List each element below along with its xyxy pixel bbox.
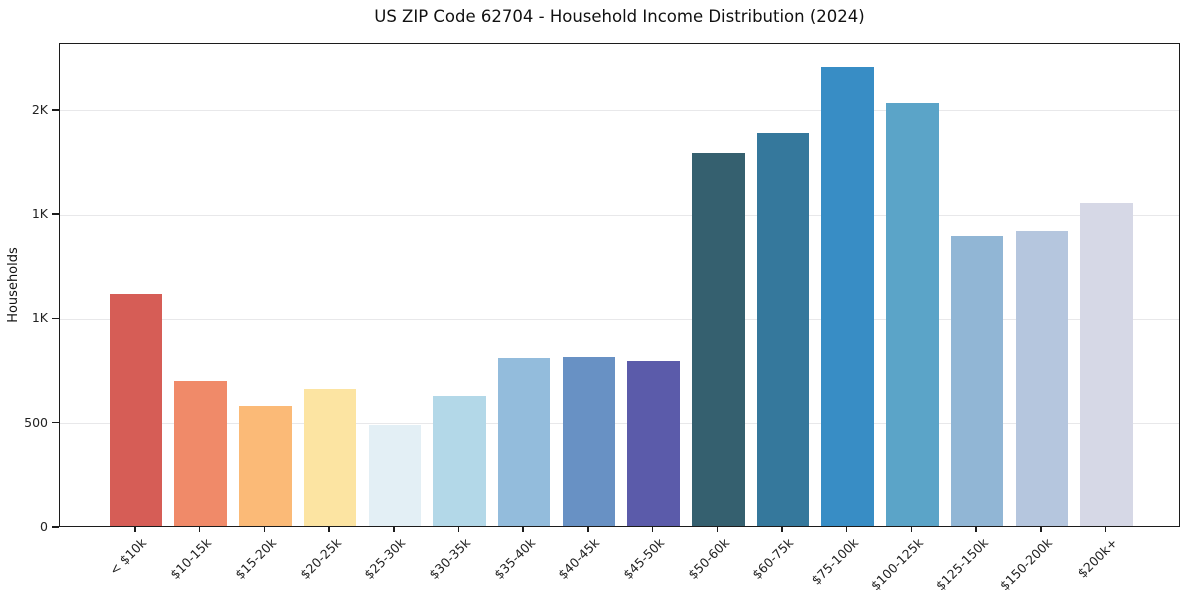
x-tick-mark — [781, 527, 783, 532]
x-tick-label: $10-15k — [167, 535, 215, 583]
bar — [1015, 230, 1069, 526]
bar — [1080, 203, 1133, 526]
y-tick-label: 1K — [31, 206, 48, 222]
x-tick-label: $45-50k — [620, 535, 668, 583]
plot-area — [59, 43, 1180, 527]
gridline — [60, 110, 1179, 112]
y-tick-label: 1K — [31, 310, 48, 326]
x-tick-mark — [1040, 527, 1042, 532]
bar — [627, 361, 680, 526]
y-tick-label: 500 — [24, 414, 48, 430]
x-tick-mark — [1104, 527, 1107, 532]
x-tick-mark — [522, 527, 524, 532]
bar — [886, 102, 939, 526]
bar — [562, 357, 616, 526]
x-tick-label: $20-25k — [296, 535, 344, 583]
bar — [109, 294, 163, 526]
bar — [950, 236, 1004, 526]
y-tick-label: 0 — [40, 519, 48, 534]
x-tick-label: $125-150k — [932, 535, 991, 590]
x-tick-mark — [134, 527, 136, 532]
y-tick-mark — [52, 421, 59, 424]
x-tick-mark — [845, 527, 848, 532]
y-tick-label: 2K — [31, 101, 48, 117]
y-tick-mark — [52, 317, 59, 320]
x-tick-mark — [328, 527, 330, 532]
x-tick-mark — [587, 527, 589, 532]
x-tick-mark — [393, 527, 395, 532]
x-tick-label: $30-35k — [426, 535, 474, 583]
bar — [692, 152, 745, 526]
chart-title: US ZIP Code 62704 - Household Income Dis… — [374, 7, 865, 26]
bar — [821, 67, 874, 526]
gridline — [60, 318, 1179, 320]
x-tick-label: < $10k — [106, 535, 150, 578]
x-tick-label: $150-200k — [997, 535, 1056, 590]
x-tick-mark — [910, 527, 913, 532]
bar — [433, 396, 486, 526]
x-tick-mark — [651, 527, 654, 532]
y-tick-mark — [52, 526, 59, 528]
gridline — [60, 214, 1179, 216]
x-tick-label: $75-100k — [808, 535, 862, 588]
x-tick-label: $25-30k — [361, 535, 409, 583]
x-tick-mark — [716, 527, 719, 532]
gridline — [60, 423, 1179, 425]
x-tick-label: $100-125k — [867, 535, 927, 590]
x-tick-label: $60-75k — [749, 535, 797, 583]
bar — [303, 388, 357, 526]
x-tick-mark — [975, 527, 977, 532]
x-tick-label: $15-20k — [231, 535, 280, 583]
bar — [239, 405, 292, 526]
x-tick-label: $200k+ — [1074, 535, 1121, 581]
y-tick-mark — [52, 213, 59, 215]
x-tick-label: $50-60k — [684, 535, 732, 583]
bar — [497, 358, 551, 526]
bar — [174, 380, 227, 526]
bar — [368, 424, 422, 526]
x-tick-mark — [198, 527, 201, 532]
y-tick-mark — [52, 109, 59, 111]
x-tick-mark — [263, 527, 266, 532]
x-tick-label: $40-45k — [555, 535, 603, 583]
bar — [756, 133, 810, 526]
x-tick-mark — [457, 527, 460, 532]
x-tick-label: $35-40k — [490, 535, 538, 583]
